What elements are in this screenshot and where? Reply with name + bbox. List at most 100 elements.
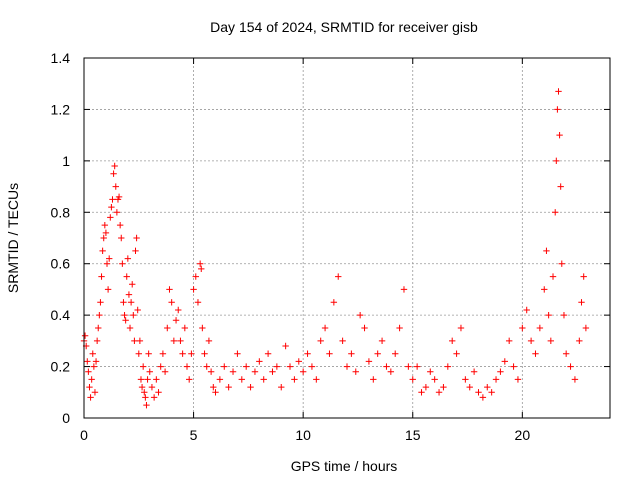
data-point: [532, 350, 539, 357]
y-tick-label: 1.4: [51, 50, 71, 66]
data-point: [181, 324, 189, 332]
data-point: [177, 337, 184, 345]
data-point: [304, 350, 311, 357]
data-point: [264, 350, 272, 357]
x-tick-label: 0: [80, 427, 88, 443]
y-tick-label: 0.8: [51, 204, 71, 220]
x-tick-label: 15: [405, 427, 421, 443]
data-point: [444, 363, 452, 370]
data-point: [470, 368, 478, 375]
data-point: [580, 273, 587, 280]
data-point: [164, 324, 171, 332]
data-point: [492, 376, 500, 383]
x-tick-label: 10: [295, 427, 311, 443]
data-point: [159, 350, 167, 357]
data-point: [85, 368, 92, 375]
data-point: [194, 299, 202, 306]
x-tick-label: 20: [515, 427, 531, 443]
data-point: [124, 255, 132, 262]
data-point: [150, 394, 158, 401]
data-point: [562, 350, 570, 357]
data-point: [352, 368, 359, 375]
data-point: [578, 299, 585, 306]
data-point: [112, 183, 119, 190]
data-point: [453, 350, 460, 357]
data-point: [273, 363, 281, 370]
data-point: [122, 317, 129, 324]
data-point: [576, 337, 583, 345]
data-point: [146, 368, 153, 375]
data-point: [543, 247, 550, 255]
data-point: [107, 214, 114, 221]
x-tick-label: 5: [190, 427, 198, 443]
data-point: [536, 324, 544, 332]
y-tick-label: 0: [62, 410, 70, 426]
data-point: [440, 383, 447, 391]
data-point: [205, 337, 213, 345]
data-point: [541, 286, 548, 293]
x-axis-title: GPS time / hours: [291, 458, 398, 474]
data-point: [313, 376, 320, 383]
y-tick-label: 0.2: [51, 359, 71, 375]
data-point: [102, 229, 110, 237]
data-point: [339, 337, 346, 345]
data-point: [326, 350, 333, 357]
plot-frame: [83, 57, 611, 419]
data-point: [335, 273, 342, 280]
data-point: [172, 317, 180, 324]
data-point: [100, 234, 107, 242]
data-point: [168, 299, 175, 306]
data-point: [170, 337, 178, 345]
data-point: [115, 193, 123, 201]
data-point: [484, 383, 491, 391]
data-point: [148, 383, 156, 391]
data-point: [317, 337, 324, 345]
data-point: [392, 350, 399, 357]
data-point: [374, 350, 381, 357]
data-point: [155, 389, 162, 396]
data-point: [93, 337, 101, 345]
data-point: [427, 368, 434, 375]
data-point: [126, 324, 134, 332]
grid-layer: [84, 58, 610, 418]
data-point: [361, 324, 368, 332]
data-point: [199, 324, 206, 332]
data-point: [505, 337, 513, 345]
y-tick-label: 0.6: [51, 256, 71, 272]
data-point: [479, 394, 487, 401]
data-point: [554, 106, 561, 113]
data-point: [186, 376, 193, 383]
data-point: [123, 273, 130, 280]
data-point: [545, 311, 552, 319]
data-point: [560, 311, 568, 319]
data-point: [196, 260, 204, 267]
data-point: [216, 376, 224, 383]
data-point: [422, 383, 430, 391]
data-point: [553, 157, 560, 165]
data-point: [188, 350, 195, 357]
data-point: [106, 255, 113, 262]
data-point: [96, 311, 103, 319]
data-point: [449, 337, 456, 345]
data-point: [127, 299, 135, 306]
data-point: [247, 383, 254, 391]
data-point: [161, 368, 169, 375]
data-point: [133, 234, 140, 242]
data-point: [141, 389, 148, 396]
data-point: [299, 368, 307, 375]
data-point: [130, 311, 137, 319]
data-point: [582, 324, 590, 332]
data-point: [86, 383, 93, 391]
data-point: [104, 286, 112, 293]
data-point: [190, 286, 197, 293]
data-point: [166, 286, 173, 293]
data-point: [229, 368, 237, 375]
data-point: [378, 337, 386, 345]
data-point: [103, 260, 111, 267]
data-point: [120, 299, 127, 306]
y-tick-label: 1.2: [51, 101, 71, 117]
data-point: [552, 209, 559, 216]
data-point: [260, 376, 267, 383]
data-point: [179, 350, 186, 357]
y-tick-label: 0.4: [51, 307, 71, 323]
